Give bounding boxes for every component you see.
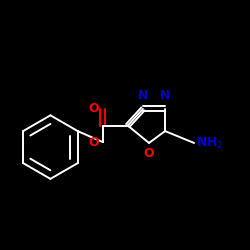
Text: O: O xyxy=(88,102,99,116)
Text: NH$_2$: NH$_2$ xyxy=(196,136,224,150)
Text: O: O xyxy=(144,147,154,160)
Text: N: N xyxy=(160,89,170,102)
Text: O: O xyxy=(88,136,99,149)
Text: N: N xyxy=(138,89,148,102)
